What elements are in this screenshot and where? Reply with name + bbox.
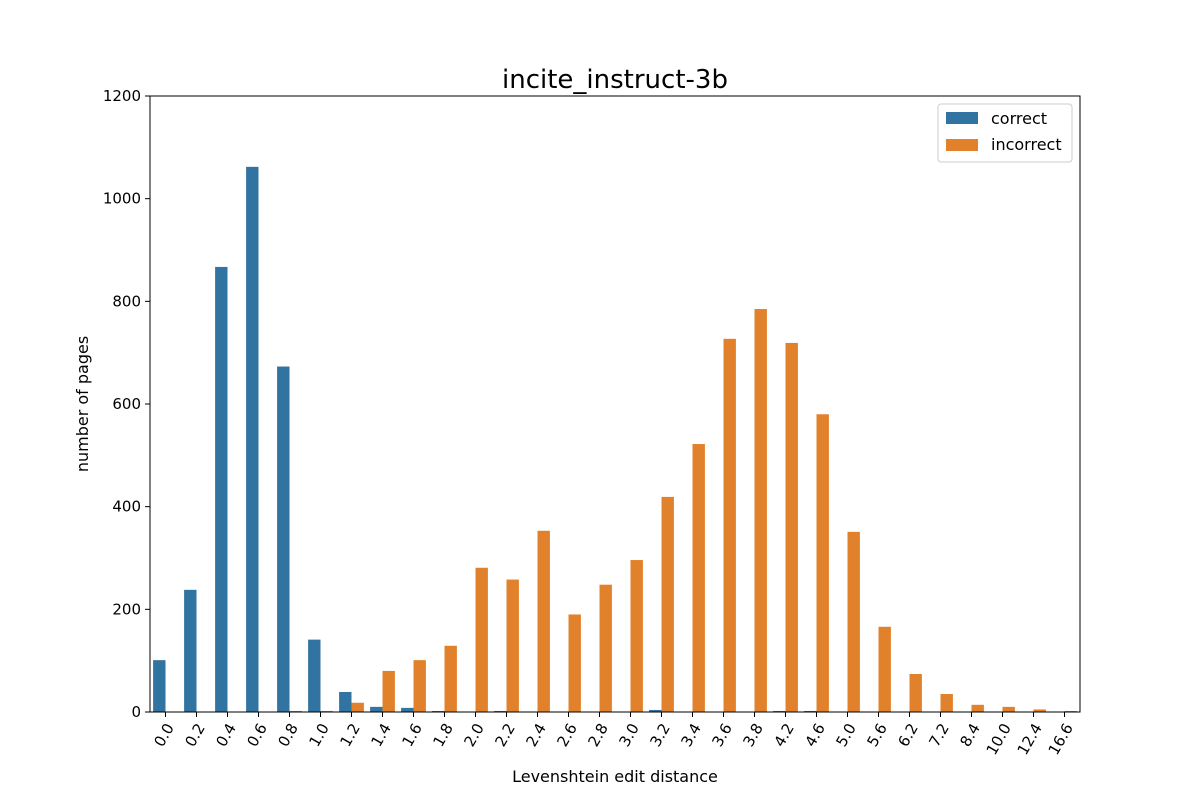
bar-incorrect-1.2 [351,702,364,712]
y-tick-label: 1000 [103,190,141,208]
x-tick-label: 2.4 [522,720,550,750]
legend: correct incorrect [937,103,1073,163]
bar-incorrect-4.2 [785,342,798,712]
bar-incorrect-16.6 [1064,710,1077,712]
bar-incorrect-3.6 [723,338,736,712]
legend-label-incorrect: incorrect [991,135,1062,154]
bar-correct-0.0 [153,660,166,712]
x-tick-label: 2.0 [460,720,488,750]
plot-frame [149,95,1081,713]
bar-incorrect-8.4 [971,704,984,712]
bar-incorrect-1.6 [413,660,426,712]
x-tick-label: 2.8 [584,720,612,750]
x-tick-label: 12.4 [1014,720,1046,758]
x-tick-label: 3.2 [646,720,674,750]
x-tick-label: 7.2 [925,720,953,750]
bar-incorrect-1.4 [382,670,395,712]
x-tick-label: 4.2 [770,720,798,750]
x-tick-label: 1.4 [367,720,395,750]
bar-correct-0.2 [184,589,197,712]
y-tick-label: 0 [131,703,141,721]
bar-incorrect-2.2 [506,579,519,712]
y-tick-label: 1200 [103,87,141,105]
bar-incorrect-0.8 [289,710,302,712]
bar-correct-1.4 [370,706,383,712]
x-tick-label: 3.0 [615,720,643,750]
x-tick-label: 0.6 [243,720,271,750]
bar-correct-1.8 [432,710,445,712]
bar-correct-3.2 [649,709,662,712]
bar-correct-2.2 [494,710,507,712]
bar-incorrect-1.0 [320,710,333,712]
x-tick-label: 2.6 [553,720,581,750]
bar-incorrect-5.0 [847,531,860,712]
bar-incorrect-12.4 [1033,709,1046,712]
x-tick-label: 4.6 [801,720,829,750]
y-tick-label: 600 [112,395,141,413]
bar-incorrect-3.2 [661,496,674,712]
y-tick-label: 400 [112,498,141,516]
bar-incorrect-1.8 [444,645,457,712]
bar-incorrect-2.4 [537,530,550,712]
bar-correct-4.6 [804,710,817,712]
bar-incorrect-2.8 [599,584,612,712]
x-tick-label: 0.0 [150,720,178,750]
x-tick-label: 5.6 [863,720,891,750]
x-tick-label: 0.4 [212,720,240,750]
x-tick-label: 0.8 [274,720,302,750]
bar-incorrect-2.0 [475,567,488,712]
x-tick-label: 8.4 [956,720,984,750]
bar-incorrect-5.6 [878,626,891,712]
bar-correct-0.8 [277,366,290,712]
bar-correct-1.0 [308,639,321,712]
x-tick-label: 3.6 [708,720,736,750]
x-tick-label: 1.6 [398,720,426,750]
bar-incorrect-2.6 [568,614,581,712]
bar-incorrect-4.6 [816,414,829,712]
bar-incorrect-3.4 [692,444,705,712]
bars-group [153,166,1077,713]
bar-incorrect-10.0 [1002,706,1015,712]
chart-title: incite_instruct-3b [502,65,728,95]
bar-correct-1.2 [339,691,352,712]
x-tick-label: 0.2 [181,720,209,750]
x-tick-label: 6.2 [894,720,922,750]
legend-label-correct: correct [991,109,1047,128]
bar-correct-0.4 [215,266,228,712]
bar-correct-0.6 [246,166,259,713]
bar-incorrect-6.2 [909,674,922,712]
bar-incorrect-7.2 [940,694,953,712]
legend-swatch-correct [946,112,978,124]
x-tick-label: 5.0 [832,720,860,750]
y-axis: 0 200 400 600 800 1000 1200 [103,87,150,721]
bar-incorrect-3.0 [630,560,643,712]
x-tick-label: 16.6 [1045,720,1077,758]
x-tick-label: 3.4 [677,720,705,750]
y-axis-label: number of pages [73,336,92,472]
x-tick-label: 1.2 [336,720,364,750]
bar-correct-4.2 [773,710,786,712]
bar-incorrect-3.8 [754,309,767,712]
x-tick-label: 2.2 [491,720,519,750]
x-tick-label: 1.0 [305,720,333,750]
x-tick-label: 3.8 [739,720,767,750]
x-tick-label: 1.8 [429,720,457,750]
legend-swatch-incorrect [946,139,978,151]
bar-correct-1.6 [401,707,414,712]
y-tick-label: 800 [112,292,141,310]
x-axis: 0.0 0.2 0.4 0.6 0.8 1.0 1.2 1.4 1.6 1.8 2.0 2.2 2.4 2… [150,712,1077,758]
x-tick-label: 10.0 [983,720,1015,758]
y-tick-label: 200 [112,600,141,618]
x-axis-label: Levenshtein edit distance [512,767,718,786]
